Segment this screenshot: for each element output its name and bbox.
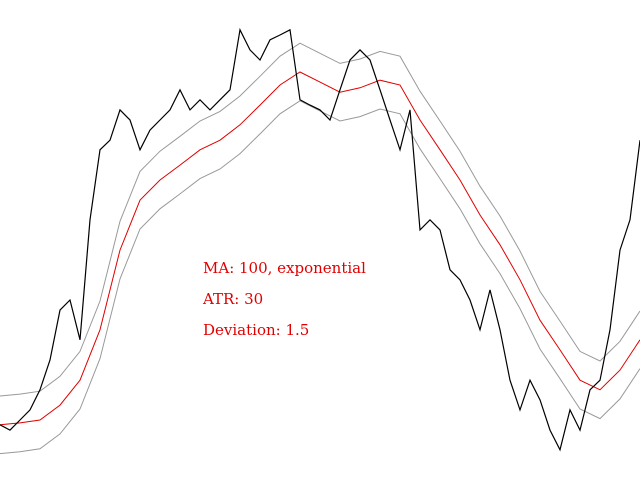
annotation: Deviation: 1.5 [203,321,309,339]
indicator-line [0,42,640,397]
indicator-line [0,71,640,426]
annotation: MA: 100, exponential [203,259,366,277]
annotation: ATR: 30 [202,290,263,308]
indicator-line [0,100,640,455]
price-line [0,27,640,452]
